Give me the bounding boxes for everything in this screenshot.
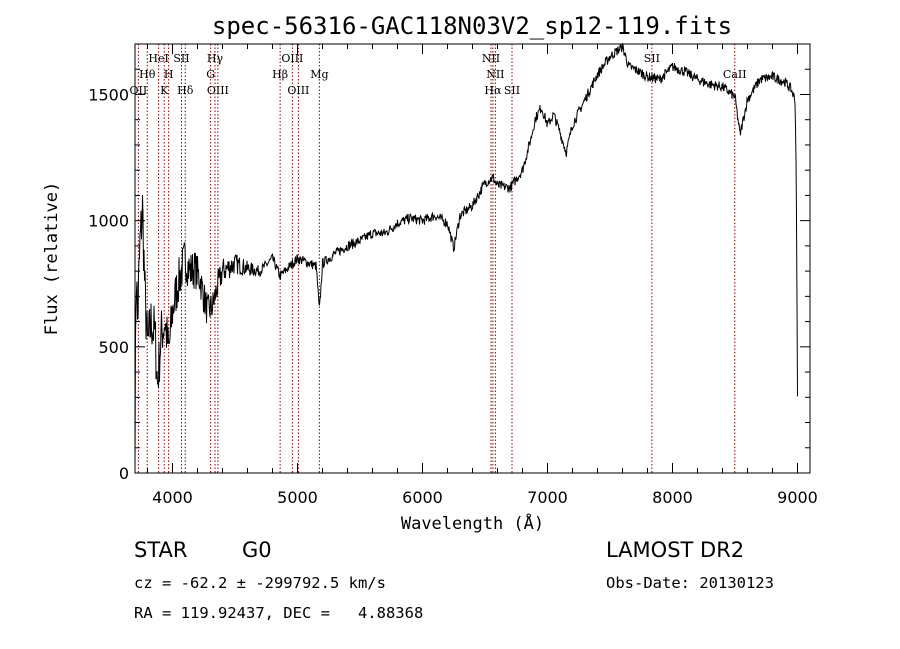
emission-line-label: Hα — [484, 84, 502, 97]
y-tick-label: 0 — [119, 464, 129, 483]
emission-line-label: SII — [504, 84, 520, 97]
emission-line-label: CaII — [723, 68, 747, 81]
spectrum-line — [134, 42, 798, 468]
emission-line-label: Hθ — [139, 68, 156, 81]
emission-line-label: OIII — [207, 84, 229, 97]
emission-line-label: NII — [486, 68, 504, 81]
object-class: STAR — [134, 538, 188, 562]
chart-title: spec-56316-GAC118N03V2_sp12-119.fits — [212, 12, 732, 40]
y-axis-label: Flux (relative) — [42, 182, 62, 336]
emission-line-label: H — [164, 68, 174, 81]
emission-line-label: G — [206, 68, 215, 81]
spectrum-series — [134, 42, 798, 468]
emission-line-label: NII — [482, 52, 500, 65]
emission-line-markers: OIIHθHeIKHSIIHδHγGOIIIHβOIIIOIIIMgNIINII… — [130, 44, 747, 473]
emission-line-label: OIII — [287, 84, 309, 97]
emission-line-label: K — [160, 84, 169, 97]
x-tick-label: 6000 — [402, 488, 443, 507]
x-tick-label: 4000 — [152, 488, 193, 507]
redshift-readout: cz = -62.2 ± -299792.5 km/s — [134, 574, 386, 592]
survey-name: LAMOST DR2 — [606, 538, 745, 562]
emission-line-label: SII — [173, 52, 189, 65]
emission-line-label: OII — [130, 84, 148, 97]
x-axis-label: Wavelength (Å) — [401, 512, 544, 534]
emission-line-label: Hδ — [177, 84, 194, 97]
y-tick-label: 500 — [98, 338, 129, 357]
observation-date: Obs-Date: 20130123 — [606, 574, 774, 592]
emission-line-label: HeI — [148, 52, 168, 65]
emission-line-label: Hβ — [272, 68, 288, 81]
y-tick-label: 1000 — [88, 212, 129, 231]
x-tick-label: 9000 — [777, 488, 818, 507]
x-tick-label: 8000 — [652, 488, 693, 507]
x-tick-label: 5000 — [277, 488, 318, 507]
x-tick-label: 7000 — [527, 488, 568, 507]
coordinates-readout: RA = 119.92437, DEC = 4.88368 — [134, 604, 424, 622]
y-tick-label: 1500 — [88, 85, 129, 104]
axis-ticks: 4000 5000 6000 7000 8000 9000 0 500 1000 1500 — [88, 43, 818, 507]
emission-line-label: OIII — [281, 52, 303, 65]
emission-line-label: Hγ — [207, 52, 224, 65]
emission-line-label: Mg — [310, 68, 328, 81]
emission-line-label: SII — [644, 52, 660, 65]
object-subclass: G0 — [242, 538, 272, 562]
